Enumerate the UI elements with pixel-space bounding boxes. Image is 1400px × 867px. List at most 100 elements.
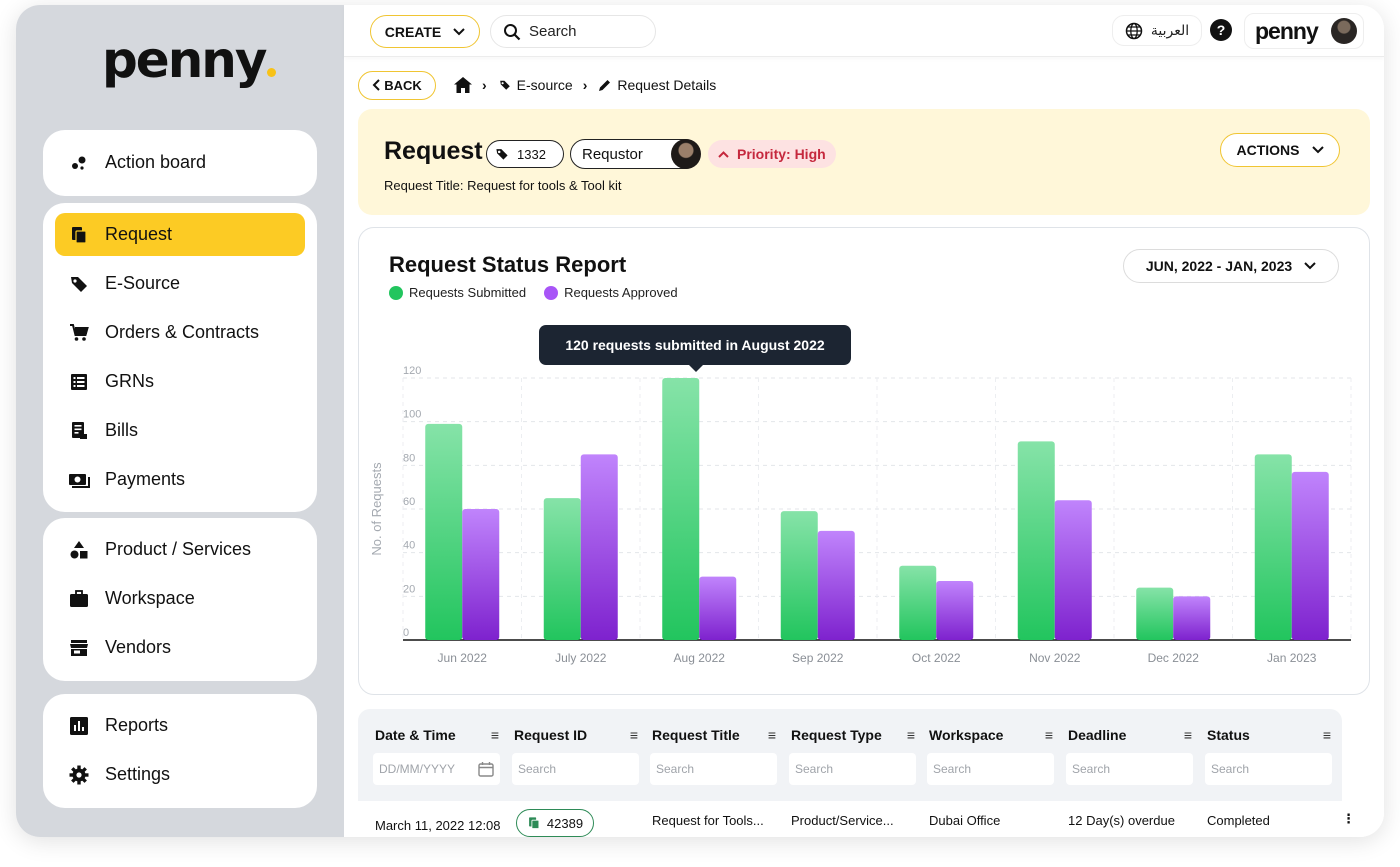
- bar-approved: [1291, 471, 1329, 640]
- column-search-input[interactable]: Search: [650, 753, 777, 785]
- bar-submitted: [780, 511, 818, 640]
- x-tick-label: Nov 2022: [1029, 651, 1081, 665]
- sidebar-item-vendors[interactable]: Vendors: [55, 626, 305, 669]
- x-tick-label: Jun 2022: [438, 651, 488, 665]
- bar-approved: [1173, 596, 1211, 640]
- chevron-right-icon: ›: [582, 77, 588, 93]
- sidebar-item-settings[interactable]: Settings: [55, 753, 305, 796]
- sidebar-item-product-services[interactable]: Product / Services: [55, 528, 305, 571]
- table-row[interactable]: March 11, 2022 12:08 42389 Request for T…: [358, 801, 1370, 837]
- sidebar-item-label: Product / Services: [105, 539, 252, 559]
- sidebar-card-primary: Request E-Source Orders & Contracts GRNs: [43, 203, 317, 512]
- bar-submitted: [1017, 441, 1055, 640]
- requestor-badge[interactable]: Requstor: [570, 139, 701, 169]
- bar-approved: [936, 581, 974, 640]
- sidebar-item-payments[interactable]: Payments: [55, 458, 305, 501]
- column-search-input[interactable]: Search: [512, 753, 639, 785]
- sidebar-item-e-source[interactable]: E-Source: [55, 262, 305, 305]
- cell-title: Request for Tools...: [652, 813, 764, 828]
- request-id-link[interactable]: 42389: [516, 809, 594, 837]
- avatar: [1331, 18, 1357, 44]
- column-menu-icon[interactable]: ≡: [490, 727, 499, 743]
- store-icon: [67, 636, 91, 660]
- legend-item-submitted[interactable]: Requests Submitted: [389, 285, 526, 300]
- reports-icon: [67, 714, 91, 738]
- chevron-down-icon: [453, 27, 465, 36]
- bill-icon: [67, 419, 91, 443]
- date-filter-input[interactable]: DD/MM/YYYY: [373, 753, 500, 785]
- column-header[interactable]: Status ≡: [1207, 727, 1331, 743]
- column-menu-icon[interactable]: ≡: [1183, 727, 1192, 743]
- sidebar-item-action-board[interactable]: Action board: [55, 141, 305, 184]
- pencil-icon: [599, 79, 611, 91]
- request-header: Request 1332 Requstor Priority: High Req…: [358, 109, 1370, 215]
- breadcrumb-request-details: Request Details: [599, 77, 716, 93]
- tag-icon: [67, 272, 91, 296]
- column-menu-icon[interactable]: ≡: [629, 727, 638, 743]
- request-icon: [527, 816, 541, 830]
- bar-submitted: [899, 565, 937, 640]
- column-search-input[interactable]: Search: [1066, 753, 1193, 785]
- column-menu-icon[interactable]: ≡: [906, 727, 915, 743]
- global-search-input[interactable]: Search: [490, 15, 656, 48]
- create-button[interactable]: CREATE: [370, 15, 480, 48]
- column-header[interactable]: Deadline ≡: [1068, 727, 1192, 743]
- legend-swatch: [544, 285, 559, 300]
- profile-menu[interactable]: penny: [1244, 13, 1364, 49]
- top-bar: CREATE Search العربية ? penny: [344, 5, 1384, 57]
- calendar-icon[interactable]: [478, 761, 494, 777]
- sidebar-card-top: Action board: [43, 130, 317, 196]
- column-header[interactable]: Request ID ≡: [514, 727, 638, 743]
- column-search-input[interactable]: Search: [789, 753, 916, 785]
- request-tag-badge[interactable]: 1332: [486, 140, 564, 168]
- x-tick-label: Dec 2022: [1148, 651, 1200, 665]
- chart-tooltip: 120 requests submitted in August 2022: [539, 325, 851, 372]
- y-axis-label: No. of Requests: [369, 462, 384, 556]
- back-button[interactable]: BACK: [358, 70, 436, 100]
- chevron-left-icon: [372, 79, 380, 91]
- action-board-icon: [67, 151, 91, 175]
- cart-icon: [67, 321, 91, 345]
- y-tick-label: 120: [403, 365, 421, 377]
- column-menu-icon[interactable]: ≡: [1322, 727, 1331, 743]
- sidebar-item-bills[interactable]: Bills: [55, 409, 305, 452]
- sidebar-item-reports[interactable]: Reports: [55, 704, 305, 747]
- legend-item-approved[interactable]: Requests Approved: [544, 285, 678, 300]
- help-icon[interactable]: ?: [1210, 19, 1232, 41]
- column-header[interactable]: Date & Time ≡: [375, 727, 499, 743]
- column-menu-icon[interactable]: ≡: [767, 727, 776, 743]
- language-switch[interactable]: العربية: [1112, 15, 1202, 46]
- breadcrumb: BACK › E-source › Request Details: [358, 70, 728, 100]
- sidebar-item-workspace[interactable]: Workspace: [55, 577, 305, 620]
- search-icon: [503, 23, 521, 41]
- date-range-select[interactable]: JUN, 2022 - JAN, 2023: [1123, 249, 1339, 283]
- bar-approved: [462, 509, 500, 640]
- sidebar-item-label: E-Source: [105, 273, 181, 293]
- chevron-down-icon: [1304, 262, 1316, 270]
- breadcrumb-home[interactable]: ›: [454, 77, 487, 93]
- requests-table: Date & Time ≡ DD/MM/YYYY Request ID ≡ Search R…: [358, 709, 1370, 837]
- column-header[interactable]: Request Title ≡: [652, 727, 776, 743]
- request-status-report-card: 0 20 40 60 80 100 120 Jun 2022 July 2022 Aug 2022…: [358, 227, 1370, 695]
- sidebar-item-label: Vendors: [105, 637, 172, 657]
- x-tick-label: Oct 2022: [912, 651, 961, 665]
- column-header[interactable]: Workspace ≡: [929, 727, 1053, 743]
- payments-icon: [67, 468, 91, 492]
- x-tick-label: July 2022: [555, 651, 607, 665]
- cell-deadline: 12 Day(s) overdue: [1068, 813, 1175, 828]
- column-search-input[interactable]: Search: [927, 753, 1054, 785]
- actions-button[interactable]: ACTIONS: [1220, 133, 1340, 167]
- x-tick-label: Sep 2022: [792, 651, 844, 665]
- column-search-input[interactable]: Search: [1205, 753, 1332, 785]
- bar-approved: [817, 530, 855, 640]
- column-header[interactable]: Request Type ≡: [791, 727, 915, 743]
- breadcrumb-e-source[interactable]: E-source ›: [499, 77, 588, 93]
- cell-status: Completed: [1207, 813, 1270, 828]
- sidebar-item-grns[interactable]: GRNs: [55, 360, 305, 403]
- sidebar-item-orders-contracts[interactable]: Orders & Contracts: [55, 311, 305, 354]
- sidebar-item-label: Reports: [105, 715, 169, 735]
- penny-logo[interactable]: penny: [102, 31, 276, 89]
- more-options-icon[interactable]: ⋮: [1342, 811, 1355, 826]
- sidebar-item-request[interactable]: Request: [55, 213, 305, 256]
- column-menu-icon[interactable]: ≡: [1044, 727, 1053, 743]
